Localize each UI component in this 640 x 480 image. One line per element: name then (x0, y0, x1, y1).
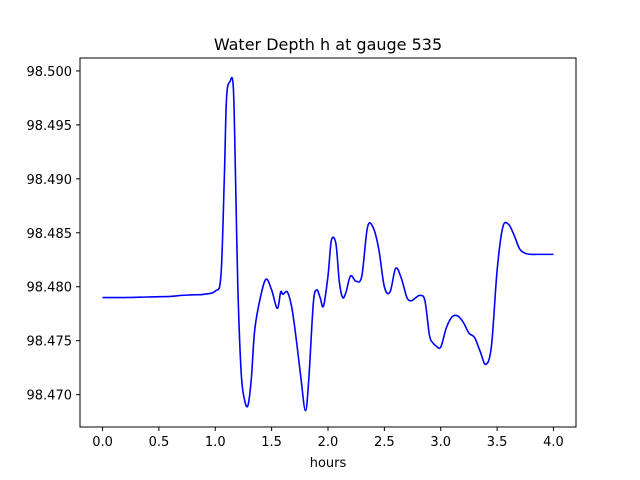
y-tick-label: 98.500 (27, 65, 73, 80)
x-tick-label: 3.5 (487, 435, 508, 450)
x-tick-label: 1.0 (205, 435, 226, 450)
x-tick-label: 2.5 (374, 435, 395, 450)
y-tick-label: 98.470 (27, 389, 73, 404)
x-tick-label: 3.0 (430, 435, 451, 450)
x-tick-label: 1.5 (261, 435, 282, 450)
y-axis-ticks: 98.470 98.475 98.480 98.485 98.490 98.495 98.5… (27, 65, 80, 404)
y-tick-label: 98.490 (27, 173, 73, 188)
x-tick-label: 4.0 (543, 435, 564, 450)
series-line-0 (102, 76, 554, 412)
x-axis-label: hours (310, 456, 347, 471)
y-tick-label: 98.485 (27, 227, 73, 242)
x-tick-label: 0.5 (149, 435, 170, 450)
axes-frame (79, 57, 577, 428)
y-tick-label: 98.495 (27, 119, 73, 134)
y-tick-label: 98.480 (27, 281, 73, 296)
x-axis-ticks: 0.0 0.5 1.0 1.5 2.0 2.5 3.0 3.5 4.0 (92, 427, 564, 450)
plot-area (102, 76, 554, 412)
chart-title: Water Depth h at gauge 535 (214, 35, 442, 54)
x-tick-label: 2.0 (318, 435, 339, 450)
x-tick-label: 0.0 (92, 435, 113, 450)
y-tick-label: 98.475 (27, 335, 73, 350)
